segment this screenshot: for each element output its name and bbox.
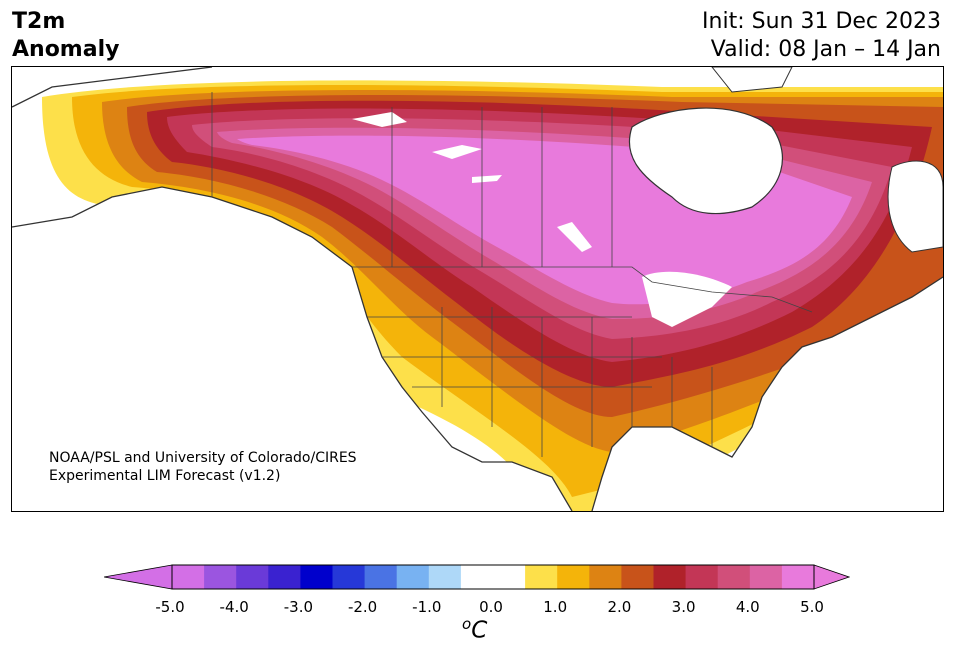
unit-superscript: o xyxy=(462,615,472,633)
map-canvas xyxy=(12,67,943,511)
colorbar-tick-label: -5.0 xyxy=(155,598,185,616)
attribution-line1: NOAA/PSL and University of Colorado/CIRE… xyxy=(49,450,357,466)
colorbar-cell xyxy=(300,565,333,589)
political-borders xyxy=(211,92,813,457)
colorbar-cell xyxy=(525,565,558,589)
colorbar-cell xyxy=(589,565,622,589)
colorbar-tick-label: 4.0 xyxy=(735,598,760,616)
colorbar-cells xyxy=(172,565,815,589)
colorbar-tick-label: -2.0 xyxy=(347,598,378,616)
colorbar-tick-label: -3.0 xyxy=(283,598,314,616)
colorbar-tick-label: -1.0 xyxy=(412,598,442,616)
colorbar-cell xyxy=(717,565,751,589)
colorbar-tick-label: 3.0 xyxy=(671,598,696,616)
arctic-water xyxy=(711,67,793,93)
colorbar-outline xyxy=(171,564,815,590)
labrador-sea xyxy=(887,160,943,253)
anomaly-shading xyxy=(12,67,943,511)
colorbar-cell xyxy=(493,565,526,589)
attribution-line2: Experimental LIM Forecast (v1.2) xyxy=(49,468,281,484)
colorbar-under-arrow xyxy=(104,564,173,590)
anomaly-map xyxy=(11,66,944,512)
colorbar xyxy=(104,564,850,590)
hudson-bay xyxy=(628,107,783,215)
colorbar-over-arrow xyxy=(813,564,850,590)
colorbar-cell xyxy=(332,565,366,589)
colorbar-cell xyxy=(653,565,687,589)
colorbar-tick-label: 1.0 xyxy=(543,598,568,616)
map-title: T2m Anomaly xyxy=(12,8,119,64)
colorbar-cell xyxy=(268,565,301,589)
colorbar-cell xyxy=(749,565,783,589)
colorbar-cell xyxy=(364,565,398,589)
colorbar-cell xyxy=(396,565,430,589)
init-date: Init: Sun 31 Dec 2023 xyxy=(702,9,941,34)
colorbar-tick-labels: -5.0 -4.0 -3.0 -2.0 -1.0 0.0 1.0 2.0 3.0 4.0 5.0 xyxy=(0,598,953,618)
unit-label: C xyxy=(471,617,488,644)
title-anomaly: Anomaly xyxy=(12,37,120,62)
colorbar-cell xyxy=(557,565,590,589)
colorbar-tick-label: -4.0 xyxy=(219,598,249,616)
attribution: NOAA/PSL and University of Colorado/CIRE… xyxy=(49,449,357,485)
valid-range: Valid: 08 Jan – 14 Jan xyxy=(710,37,941,62)
colorbar-unit: oC xyxy=(462,615,487,644)
colorbar-cell xyxy=(685,565,719,589)
colorbar-cell xyxy=(621,565,654,589)
colorbar-tick-label: 0.0 xyxy=(479,598,503,616)
colorbar-cell xyxy=(460,565,494,589)
colorbar-tick-label: 2.0 xyxy=(607,598,632,616)
colorbar-cell xyxy=(204,565,237,589)
title-variable: T2m xyxy=(12,9,66,34)
forecast-dates: Init: Sun 31 Dec 2023 Valid: 08 Jan – 14… xyxy=(702,8,941,64)
colorbar-cell xyxy=(781,565,815,589)
colorbar-cell xyxy=(428,565,462,589)
colorbar-tick-label: 5.0 xyxy=(800,598,824,616)
colorbar-cell xyxy=(236,565,269,589)
colorbar-cell xyxy=(172,565,205,589)
